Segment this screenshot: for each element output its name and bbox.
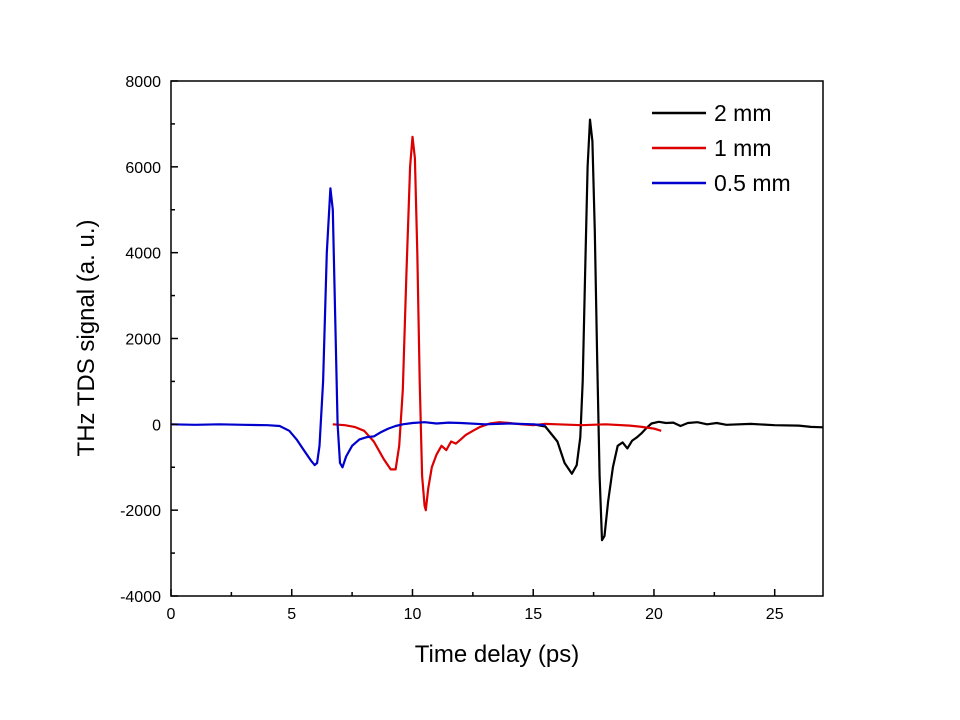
x-axis-ticks: 0 5 10 15 20 25 [167, 589, 784, 623]
y-axis-ticks: -4000 -2000 0 2000 4000 6000 8000 [120, 74, 178, 606]
y-axis-label: THz TDS signal (a. u.) [73, 220, 100, 457]
legend-label: 1 mm [714, 135, 772, 161]
x-axis-label: Time delay (ps) [415, 641, 579, 668]
x-tick-label: 10 [404, 606, 422, 623]
data-series-group [170, 118, 824, 542]
y-tick-label: -2000 [120, 503, 161, 520]
series-line-2 [170, 187, 546, 469]
y-tick-label: 8000 [125, 74, 161, 91]
x-tick-label: 0 [167, 606, 176, 623]
y-tick-label: 6000 [125, 160, 161, 177]
y-tick-label: -4000 [120, 589, 161, 606]
x-tick-label: 5 [287, 606, 296, 623]
y-tick-label: 4000 [125, 246, 161, 263]
y-tick-label: 0 [152, 417, 161, 434]
legend: 2 mm 1 mm 0.5 mm [652, 100, 791, 196]
legend-label: 0.5 mm [714, 170, 791, 196]
legend-label: 2 mm [714, 100, 772, 126]
x-tick-label: 15 [524, 606, 542, 623]
x-tick-label: 20 [645, 606, 663, 623]
series-line-0 [533, 118, 824, 542]
x-tick-label: 25 [766, 606, 784, 623]
plot-area [170, 80, 824, 597]
y-tick-label: 2000 [125, 332, 161, 349]
series-line-1 [332, 135, 662, 512]
